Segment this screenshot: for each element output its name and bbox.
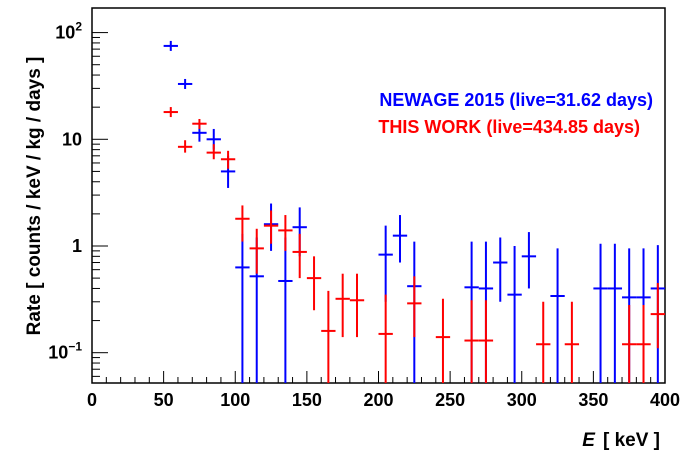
x-tick-label: 300 — [507, 390, 537, 410]
data-point — [593, 243, 608, 383]
y-tick-label: 10−1 — [48, 340, 82, 363]
data-point — [263, 210, 279, 244]
data-point — [220, 150, 236, 169]
axes: 0 50 100 150 200 250 300 350 400 102 10 1 10−1 — [48, 20, 680, 410]
x-tick-label: 400 — [650, 390, 680, 410]
data-point — [607, 243, 623, 383]
data-point — [550, 248, 565, 383]
data-point — [306, 256, 322, 311]
data-point — [435, 298, 451, 383]
data-point — [536, 301, 551, 383]
data-point — [235, 205, 250, 242]
data-point — [177, 140, 193, 153]
data-point — [507, 245, 522, 383]
x-tick-label: 0 — [87, 390, 97, 410]
data-point — [335, 273, 350, 338]
data-point — [378, 225, 393, 302]
data-point — [163, 40, 178, 51]
y-tick-label: 102 — [55, 20, 82, 43]
y-tick-label: 10 — [62, 129, 82, 149]
data-series — [163, 40, 665, 383]
series-1 — [163, 107, 665, 383]
data-point — [622, 304, 637, 383]
x-tick-label: 250 — [435, 390, 465, 410]
data-point — [493, 237, 508, 302]
data-point — [650, 282, 665, 349]
data-point — [235, 233, 250, 383]
data-point — [407, 276, 422, 338]
data-point — [478, 300, 494, 383]
y-tick-label: 1 — [72, 236, 82, 256]
data-point — [163, 107, 178, 118]
data-point — [177, 78, 193, 89]
data-point — [206, 144, 221, 160]
data-point — [392, 215, 408, 263]
data-point — [249, 228, 264, 274]
y-axis-title: Rate [ counts / keV / kg / days ] — [24, 57, 45, 336]
data-point — [349, 273, 365, 338]
data-point — [192, 118, 207, 129]
x-axis-unit: [ keV ] — [603, 430, 660, 451]
x-tick-label: 350 — [578, 390, 608, 410]
data-point — [278, 237, 293, 383]
x-axis-title: E [ keV ] — [582, 430, 660, 451]
data-point — [321, 290, 336, 383]
data-point — [378, 294, 393, 383]
x-tick-label: 150 — [292, 390, 322, 410]
x-tick-label: 100 — [220, 390, 250, 410]
legend: NEWAGE 2015 (live=31.62 days) THIS WORK … — [378, 90, 653, 137]
data-point — [464, 300, 479, 383]
data-point — [292, 233, 307, 279]
legend-entry-newage: NEWAGE 2015 (live=31.62 days) — [379, 90, 653, 110]
x-tick-label: 50 — [154, 390, 174, 410]
data-point — [278, 215, 293, 251]
plot-frame — [91, 7, 666, 384]
data-point — [564, 301, 580, 383]
legend-entry-this-work: THIS WORK (live=434.85 days) — [378, 117, 640, 137]
x-tick-label: 200 — [363, 390, 393, 410]
x-axis-variable: E — [582, 430, 596, 451]
data-point — [521, 232, 537, 289]
data-point — [636, 304, 651, 383]
